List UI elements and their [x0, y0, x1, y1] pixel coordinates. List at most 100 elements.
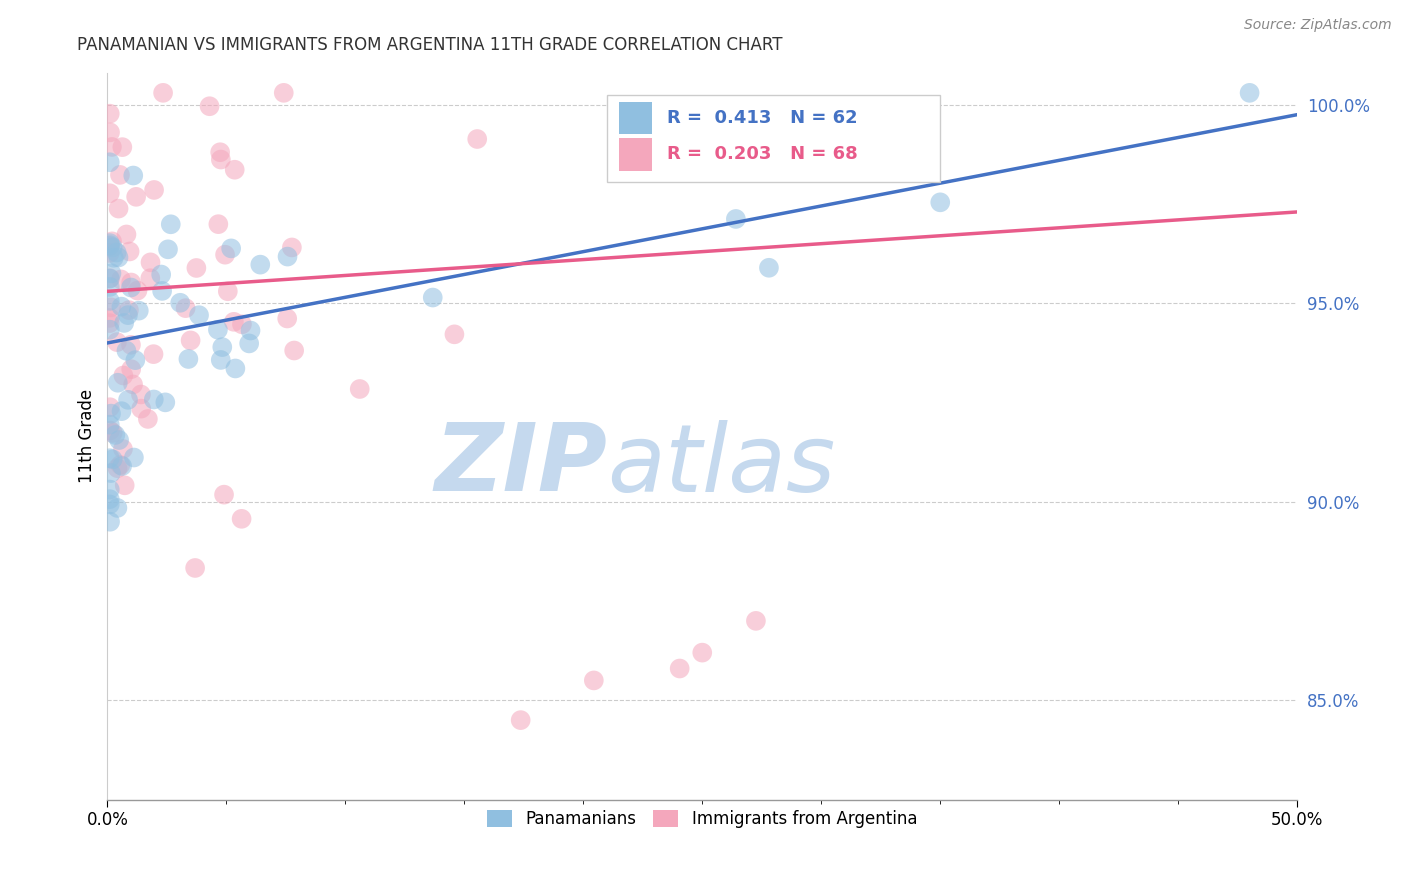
Point [98, 186, 121, 201]
Point [184, 561, 207, 575]
Point [118, 244, 141, 259]
Point [100, 301, 122, 315]
Point [101, 240, 124, 254]
Point [724, 211, 747, 226]
Point [127, 284, 149, 298]
Point [107, 461, 129, 475]
Point [209, 145, 232, 160]
Point [122, 169, 145, 183]
Point [139, 255, 162, 269]
Point [115, 227, 138, 242]
Point [98, 106, 121, 120]
Point [903, 166, 925, 180]
Point [150, 268, 173, 282]
Point [125, 190, 148, 204]
Point [929, 195, 952, 210]
Point [217, 285, 239, 299]
Point [108, 433, 131, 447]
Point [276, 250, 298, 264]
Point [222, 315, 245, 329]
Point [110, 272, 132, 286]
Point [98, 451, 121, 466]
Point [120, 280, 142, 294]
Point [169, 295, 191, 310]
Point [188, 308, 211, 322]
Text: R =  0.203   N = 68: R = 0.203 N = 68 [666, 145, 858, 163]
Legend: Panamanians, Immigrants from Argentina: Panamanians, Immigrants from Argentina [481, 804, 924, 835]
Point [105, 245, 128, 260]
Point [98, 271, 121, 285]
Point [224, 361, 246, 376]
Point [180, 334, 202, 348]
Point [114, 478, 136, 492]
Point [98, 483, 121, 497]
Point [582, 673, 605, 688]
Point [129, 401, 152, 416]
Point [211, 340, 233, 354]
Point [107, 500, 129, 515]
Point [249, 258, 271, 272]
Point [98, 271, 121, 285]
Point [276, 311, 298, 326]
Point [1239, 86, 1261, 100]
Point [120, 276, 142, 290]
Point [118, 303, 141, 318]
FancyBboxPatch shape [619, 102, 652, 135]
Text: R =  0.413   N = 62: R = 0.413 N = 62 [666, 109, 858, 127]
Point [120, 362, 142, 376]
Point [758, 260, 780, 275]
Point [107, 202, 129, 216]
Point [209, 153, 232, 167]
Point [98, 293, 121, 308]
Point [98, 246, 121, 260]
Point [98, 492, 121, 507]
Point [129, 387, 152, 401]
Point [98, 280, 121, 294]
Point [110, 300, 132, 314]
Point [107, 251, 129, 265]
Y-axis label: 11th Grade: 11th Grade [79, 389, 96, 483]
Point [101, 452, 124, 467]
Point [111, 458, 134, 473]
Point [98, 515, 121, 529]
Point [224, 162, 246, 177]
Point [136, 412, 159, 426]
Point [98, 238, 121, 252]
Point [198, 99, 221, 113]
Point [105, 335, 128, 350]
Point [231, 318, 253, 332]
Point [98, 310, 121, 325]
Point [122, 450, 145, 465]
Point [209, 353, 232, 368]
Point [214, 248, 236, 262]
Point [98, 401, 121, 415]
Point [98, 155, 121, 169]
Point [239, 324, 262, 338]
Point [111, 140, 134, 154]
Point [159, 217, 181, 231]
Point [101, 425, 124, 440]
Point [143, 183, 166, 197]
Point [150, 284, 173, 298]
Point [231, 512, 253, 526]
Point [207, 217, 229, 231]
Point [690, 646, 713, 660]
Point [668, 661, 690, 675]
Point [112, 368, 135, 383]
Point [186, 260, 208, 275]
Point [207, 323, 229, 337]
Point [349, 382, 371, 396]
Text: atlas: atlas [607, 420, 835, 511]
Point [509, 713, 531, 727]
Point [142, 347, 165, 361]
Point [443, 327, 465, 342]
Point [422, 291, 444, 305]
Point [103, 251, 125, 265]
Point [98, 323, 121, 337]
Point [100, 466, 122, 480]
Point [122, 377, 145, 392]
Point [101, 140, 124, 154]
FancyBboxPatch shape [619, 138, 652, 170]
Point [98, 316, 121, 330]
Point [124, 353, 146, 368]
